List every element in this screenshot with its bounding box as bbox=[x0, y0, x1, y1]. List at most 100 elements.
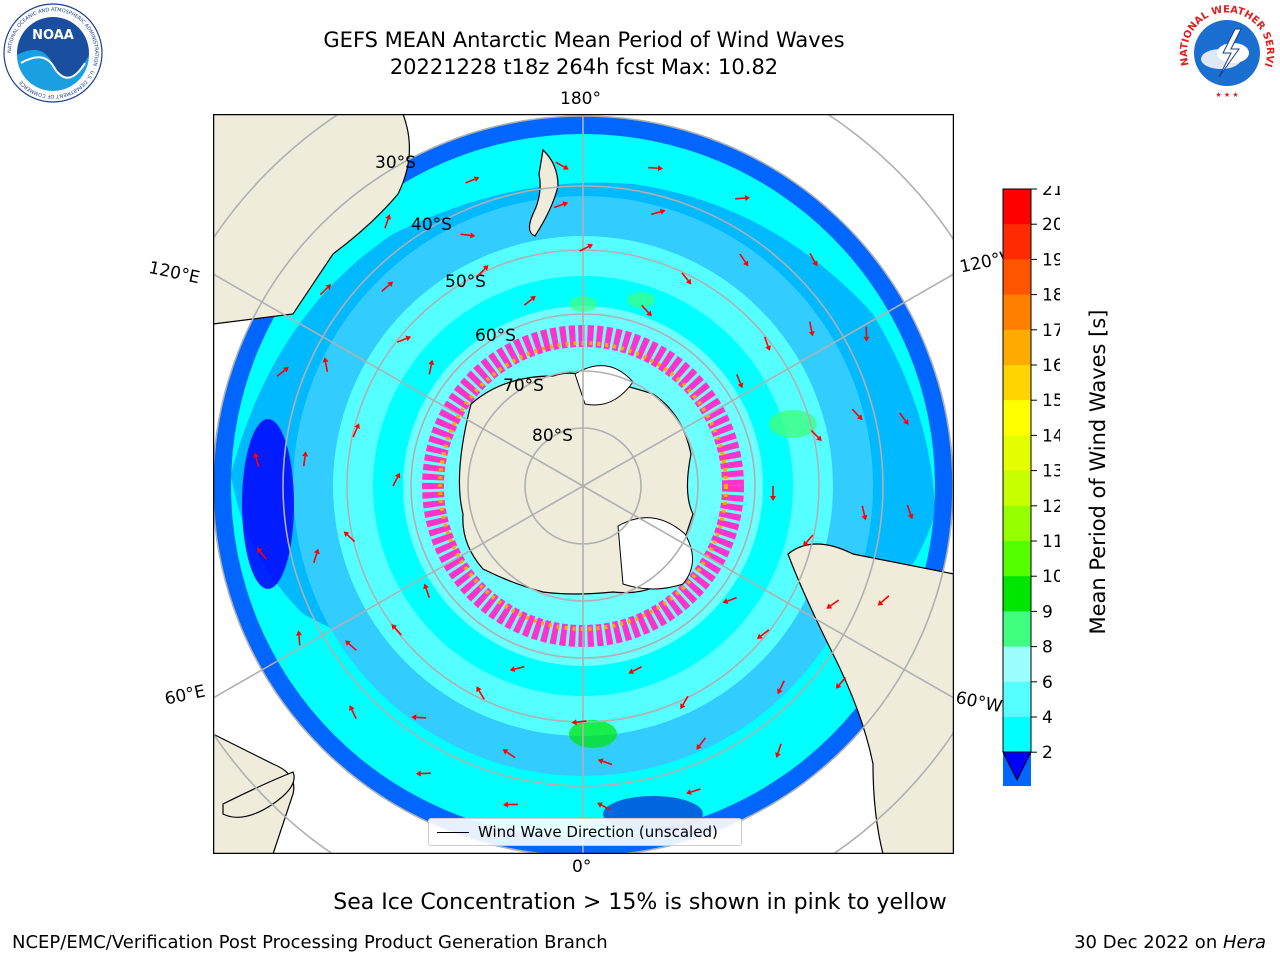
lon-label-60w: 60°W bbox=[953, 688, 1004, 718]
wave-arrow bbox=[880, 595, 890, 603]
green-patch bbox=[569, 720, 617, 748]
wave-arrow-head bbox=[863, 336, 870, 342]
lon-label-0: 0° bbox=[572, 857, 592, 877]
producer-credit: NCEP/EMC/Verification Post Processing Pr… bbox=[12, 932, 608, 953]
wave-arrow-head bbox=[482, 265, 489, 271]
wave-arrow bbox=[641, 304, 650, 314]
wave-arrow bbox=[428, 364, 433, 375]
wave-arrow bbox=[690, 788, 701, 793]
lat-label: 30°S bbox=[375, 153, 416, 173]
colorbar-title: Mean Period of Wind Waves [s] bbox=[1086, 309, 1110, 635]
wave-arrow bbox=[698, 737, 707, 747]
wave-arrow-head bbox=[345, 640, 351, 646]
wave-arrow bbox=[906, 504, 912, 515]
colorbar-tick-label: 18 bbox=[1042, 286, 1060, 306]
wave-arrow-head bbox=[680, 703, 686, 710]
sea-ice-footnote: Sea Ice Concentration > 15% is shown in … bbox=[333, 890, 947, 915]
wave-arrow-head bbox=[646, 310, 652, 317]
wave-arrow-head bbox=[587, 243, 594, 250]
wave-arrow-head bbox=[756, 633, 763, 640]
wave-arrow bbox=[302, 456, 306, 467]
wave-arrow-head bbox=[325, 284, 332, 290]
wave-arrow bbox=[810, 429, 819, 439]
colorbar-tick-label: 2 bbox=[1042, 743, 1053, 763]
colorbar-tick-label: 11 bbox=[1042, 532, 1060, 552]
wave-arrow-head bbox=[391, 623, 397, 630]
wave-arrow bbox=[553, 203, 564, 209]
lon-label-120e: 120°E bbox=[146, 258, 202, 289]
wave-arrow-head bbox=[657, 165, 664, 172]
wave-arrow bbox=[465, 178, 476, 184]
run-date-credit: 30 Dec 2022 on Hera bbox=[1074, 932, 1266, 953]
wave-arrow bbox=[805, 534, 814, 544]
wave-arrow bbox=[739, 253, 747, 263]
wave-arrow-head bbox=[737, 382, 744, 389]
wave-arrow bbox=[809, 252, 816, 263]
wave-arrow-head bbox=[473, 176, 480, 182]
wave-arrow-head bbox=[423, 583, 429, 590]
wave-arrow bbox=[779, 680, 785, 691]
colorbar-tick-label: 14 bbox=[1042, 426, 1060, 446]
wave-arrow-head bbox=[765, 345, 771, 351]
madagascar bbox=[222, 771, 295, 818]
wave-arrow-head bbox=[470, 232, 476, 239]
wave-arrow-head bbox=[597, 758, 604, 765]
colorbar-segment bbox=[1003, 189, 1031, 225]
colorbar-segment bbox=[1003, 681, 1031, 718]
wave-arrow-head bbox=[387, 281, 394, 288]
wave-arrow-head bbox=[803, 540, 809, 547]
colorbar-tick-label: 17 bbox=[1042, 321, 1060, 341]
lon-label-60e: 60°E bbox=[163, 681, 208, 710]
wave-arrow-head bbox=[816, 435, 822, 442]
wave-arrow-head bbox=[777, 688, 783, 695]
wave-arrow bbox=[425, 587, 431, 598]
wave-arrow-head bbox=[411, 714, 417, 721]
wave-arrow bbox=[681, 272, 689, 282]
wave-arrow bbox=[298, 635, 301, 646]
colorbar-tick-label: 12 bbox=[1042, 497, 1060, 517]
colorbar-tick-label: 16 bbox=[1042, 356, 1060, 376]
map-legend: Wind Wave Direction (unscaled) bbox=[428, 818, 742, 846]
wave-arrow-head bbox=[686, 789, 692, 795]
lat-label: 60°S bbox=[475, 326, 516, 346]
svg-text:★ ★ ★: ★ ★ ★ bbox=[1215, 91, 1238, 99]
wave-arrow bbox=[763, 336, 769, 347]
wave-arrow-head bbox=[354, 423, 360, 430]
wave-arrow bbox=[346, 534, 356, 543]
wave-arrow-head bbox=[571, 719, 577, 726]
wave-arrow-head bbox=[343, 531, 350, 538]
wave-arrow bbox=[384, 218, 389, 229]
colorbar-segment bbox=[1003, 400, 1031, 436]
wave-arrow bbox=[576, 720, 587, 724]
wave-arrow-head bbox=[530, 295, 536, 302]
wave-arrow bbox=[648, 166, 659, 170]
wave-arrow bbox=[735, 197, 746, 200]
wave-arrow bbox=[523, 298, 533, 306]
wave-arrow-head bbox=[415, 770, 421, 777]
wave-arrow-head bbox=[394, 472, 401, 479]
wave-arrow-head bbox=[502, 749, 509, 755]
wave-arrow bbox=[899, 412, 907, 422]
wave-arrow-head bbox=[685, 278, 692, 285]
colorbar-tick-label: 10 bbox=[1042, 567, 1060, 587]
colorbar-tick-label: 8 bbox=[1042, 638, 1053, 658]
wave-arrow bbox=[514, 665, 525, 670]
colorbar-segment bbox=[1003, 576, 1031, 612]
wave-arrow-head bbox=[808, 330, 815, 337]
wave-arrow bbox=[650, 210, 661, 216]
wave-arrow bbox=[727, 596, 737, 602]
wave-arrow bbox=[682, 695, 689, 706]
colorbar-tick-label: 20 bbox=[1042, 215, 1060, 235]
wave-arrow bbox=[579, 245, 589, 252]
wave-arrow-head bbox=[349, 705, 355, 711]
wave-arrow bbox=[319, 287, 329, 296]
south-america bbox=[787, 543, 954, 854]
colorbar-segment bbox=[1003, 365, 1031, 401]
wave-arrow bbox=[851, 408, 860, 417]
wave-arrow-head bbox=[812, 260, 818, 267]
wave-arrow bbox=[394, 627, 402, 636]
wave-arrow-head bbox=[628, 668, 635, 674]
wave-arrow-head bbox=[856, 414, 863, 421]
colorbar-segment bbox=[1003, 541, 1031, 577]
wave-arrow-head bbox=[743, 260, 749, 267]
